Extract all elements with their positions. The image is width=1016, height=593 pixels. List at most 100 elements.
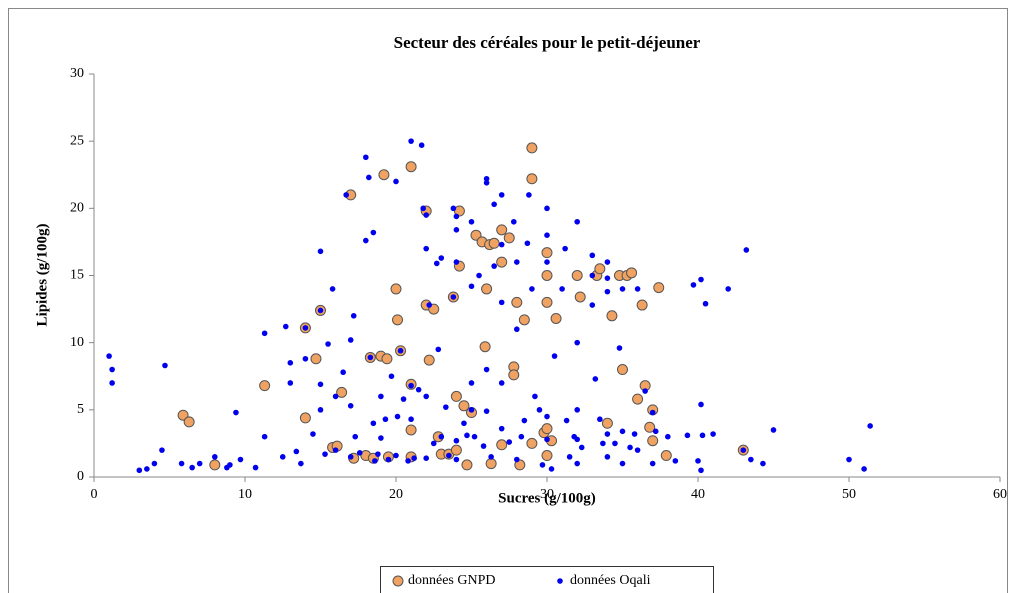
point [317, 307, 324, 314]
point [405, 458, 411, 464]
point [498, 380, 505, 386]
point [450, 205, 457, 212]
point [136, 467, 143, 474]
point [347, 337, 354, 343]
point [544, 436, 550, 443]
point [702, 300, 709, 307]
point [539, 462, 546, 468]
point [514, 456, 520, 463]
point [471, 433, 478, 440]
point [397, 347, 404, 354]
point [450, 390, 462, 402]
point [438, 255, 445, 261]
point [302, 355, 309, 362]
point [370, 229, 377, 236]
point [529, 286, 535, 292]
x-tick-label: 50 [842, 487, 856, 502]
point [491, 263, 497, 269]
point [310, 431, 316, 437]
point [356, 450, 363, 456]
point [302, 325, 309, 331]
point [298, 460, 304, 467]
point [393, 178, 399, 185]
point [636, 299, 648, 311]
point [861, 466, 867, 472]
point [382, 416, 389, 423]
point [151, 460, 158, 467]
point [453, 259, 460, 265]
point [237, 456, 244, 463]
point [411, 455, 417, 461]
x-tick-label: 30 [540, 487, 554, 502]
point [604, 259, 611, 265]
point [601, 417, 613, 429]
point [405, 424, 417, 436]
point [578, 444, 585, 451]
point [526, 437, 538, 449]
point [526, 173, 538, 185]
point [423, 212, 430, 218]
point [544, 205, 550, 212]
point [604, 275, 611, 281]
point [632, 393, 644, 405]
point [423, 245, 430, 252]
point [405, 161, 417, 173]
point [446, 452, 452, 459]
point [392, 314, 404, 326]
point [468, 407, 475, 413]
point [571, 270, 583, 281]
point [510, 218, 517, 225]
point [498, 299, 505, 306]
point [550, 312, 562, 324]
point [483, 366, 490, 373]
point [293, 448, 300, 455]
y-tick-label: 0 [77, 469, 84, 484]
point [526, 192, 532, 198]
point [672, 458, 679, 464]
point [514, 259, 520, 265]
point [566, 454, 573, 460]
legend-label: données GNPD [408, 573, 496, 588]
point [541, 247, 553, 259]
point [196, 460, 203, 467]
point [209, 459, 221, 471]
point [261, 330, 268, 337]
chart-border [8, 8, 1008, 593]
legend-swatch [557, 578, 563, 584]
point [627, 444, 633, 451]
point [450, 294, 457, 300]
point [336, 386, 348, 398]
point [390, 283, 402, 295]
point [415, 386, 422, 393]
point [400, 396, 407, 402]
point [541, 423, 553, 435]
x-tick-label: 0 [91, 487, 98, 502]
point [485, 458, 497, 470]
point [423, 393, 430, 400]
point [317, 407, 324, 413]
point [109, 366, 115, 373]
point [453, 456, 460, 463]
point [343, 192, 349, 198]
point [619, 286, 626, 292]
point [660, 450, 672, 462]
point [435, 346, 442, 353]
point [481, 283, 493, 295]
point [521, 417, 528, 424]
point [725, 286, 731, 292]
point [698, 276, 704, 283]
point [329, 286, 336, 292]
point [423, 354, 435, 366]
point [430, 440, 437, 447]
point [548, 466, 555, 472]
point [536, 407, 543, 413]
point [378, 393, 384, 400]
point [544, 413, 550, 420]
point [597, 416, 603, 423]
point [480, 443, 487, 449]
point [177, 409, 189, 421]
point [551, 353, 558, 359]
point [604, 454, 611, 460]
point [488, 237, 500, 249]
y-tick-label: 5 [77, 402, 84, 417]
